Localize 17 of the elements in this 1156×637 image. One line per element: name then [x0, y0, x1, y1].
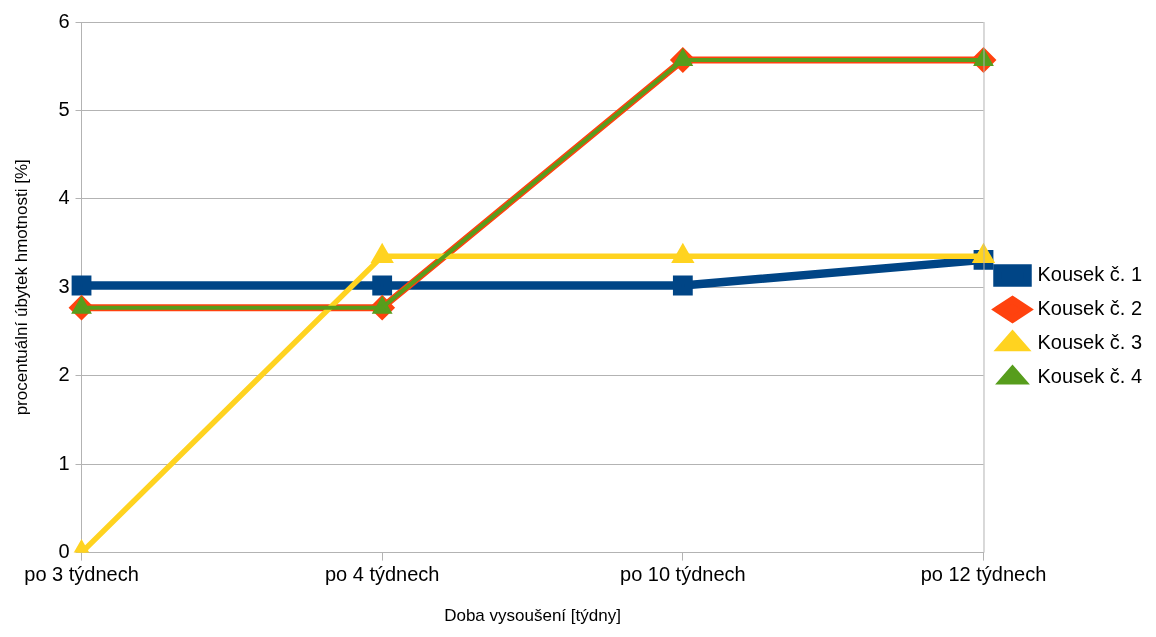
x-axis-title: Doba vysoušení [týdny] — [444, 606, 621, 626]
x-tick-label: po 4 týdnech — [324, 563, 440, 586]
y-tick-label: 5 — [58, 97, 70, 120]
x-tick-label: po 3 týdnech — [24, 563, 139, 586]
y-tick-label: 3 — [58, 274, 70, 297]
legend-label: Kousek č. 4 — [1037, 365, 1143, 388]
y-axis-title: procentuální úbytek hmotnosti [%] — [11, 159, 31, 416]
x-tick-label: po 10 týdnech — [620, 563, 746, 586]
legend-label: Kousek č. 1 — [1037, 263, 1143, 286]
y-tick-label: 0 — [58, 540, 70, 563]
y-tick-label: 2 — [58, 363, 70, 386]
y-tick-label: 4 — [58, 186, 70, 209]
legend-label: Kousek č. 2 — [1037, 297, 1143, 320]
y-tick-label: 1 — [58, 451, 70, 474]
y-tick-label: 6 — [58, 9, 70, 32]
x-tick-label: po 12 týdnech — [920, 563, 1047, 586]
legend-label: Kousek č. 3 — [1037, 331, 1143, 354]
